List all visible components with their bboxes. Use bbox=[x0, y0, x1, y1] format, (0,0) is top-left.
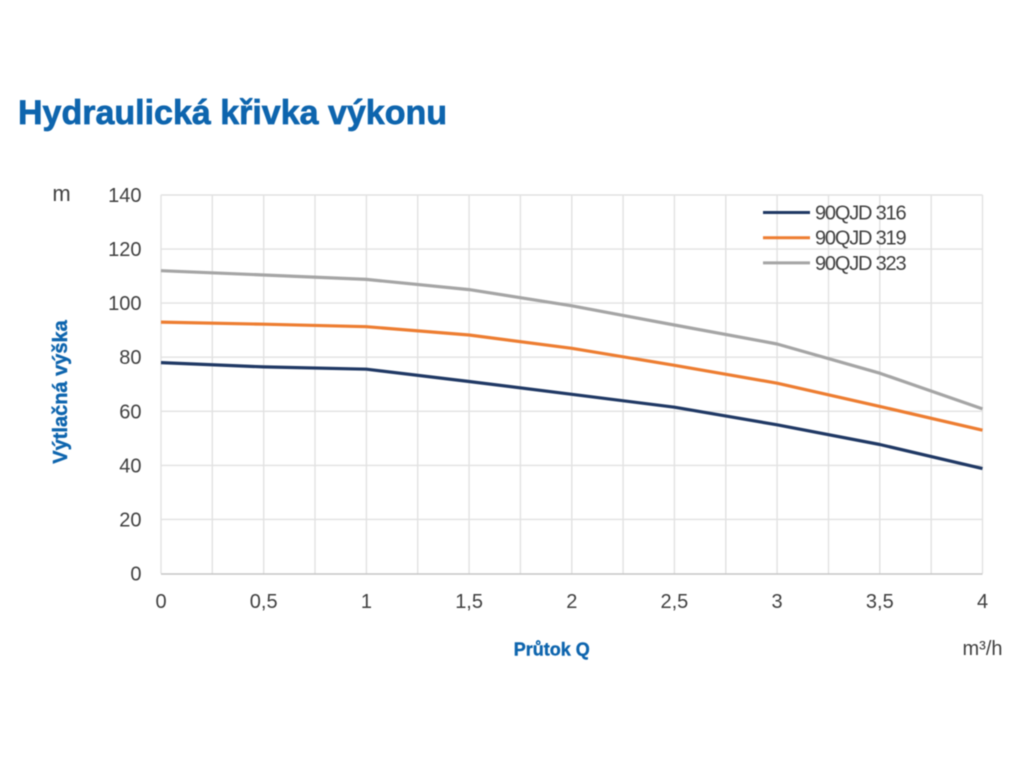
svg-text:1: 1 bbox=[361, 591, 372, 613]
svg-text:4: 4 bbox=[977, 591, 988, 613]
svg-text:1,5: 1,5 bbox=[455, 591, 483, 613]
svg-text:2: 2 bbox=[566, 591, 577, 613]
svg-text:90QJD 323: 90QJD 323 bbox=[815, 253, 906, 275]
svg-text:Výtlačná výška: Výtlačná výška bbox=[50, 319, 72, 463]
svg-text:2,5: 2,5 bbox=[660, 591, 688, 613]
svg-text:80: 80 bbox=[119, 347, 141, 369]
svg-text:140: 140 bbox=[108, 185, 141, 207]
svg-text:90QJD 319: 90QJD 319 bbox=[815, 228, 906, 250]
svg-text:Průtok Q: Průtok Q bbox=[514, 639, 590, 659]
svg-text:m: m bbox=[52, 181, 70, 206]
svg-text:120: 120 bbox=[108, 239, 141, 261]
svg-text:40: 40 bbox=[119, 455, 141, 477]
svg-text:0: 0 bbox=[155, 591, 166, 613]
svg-text:20: 20 bbox=[119, 509, 141, 531]
svg-text:3,5: 3,5 bbox=[866, 591, 894, 613]
svg-text:3: 3 bbox=[772, 591, 783, 613]
svg-text:0,5: 0,5 bbox=[250, 591, 278, 613]
svg-text:100: 100 bbox=[108, 293, 141, 315]
svg-text:60: 60 bbox=[119, 401, 141, 423]
svg-text:90QJD 316: 90QJD 316 bbox=[815, 203, 906, 225]
svg-text:0: 0 bbox=[130, 564, 141, 586]
svg-text:m³/h: m³/h bbox=[963, 638, 1003, 660]
